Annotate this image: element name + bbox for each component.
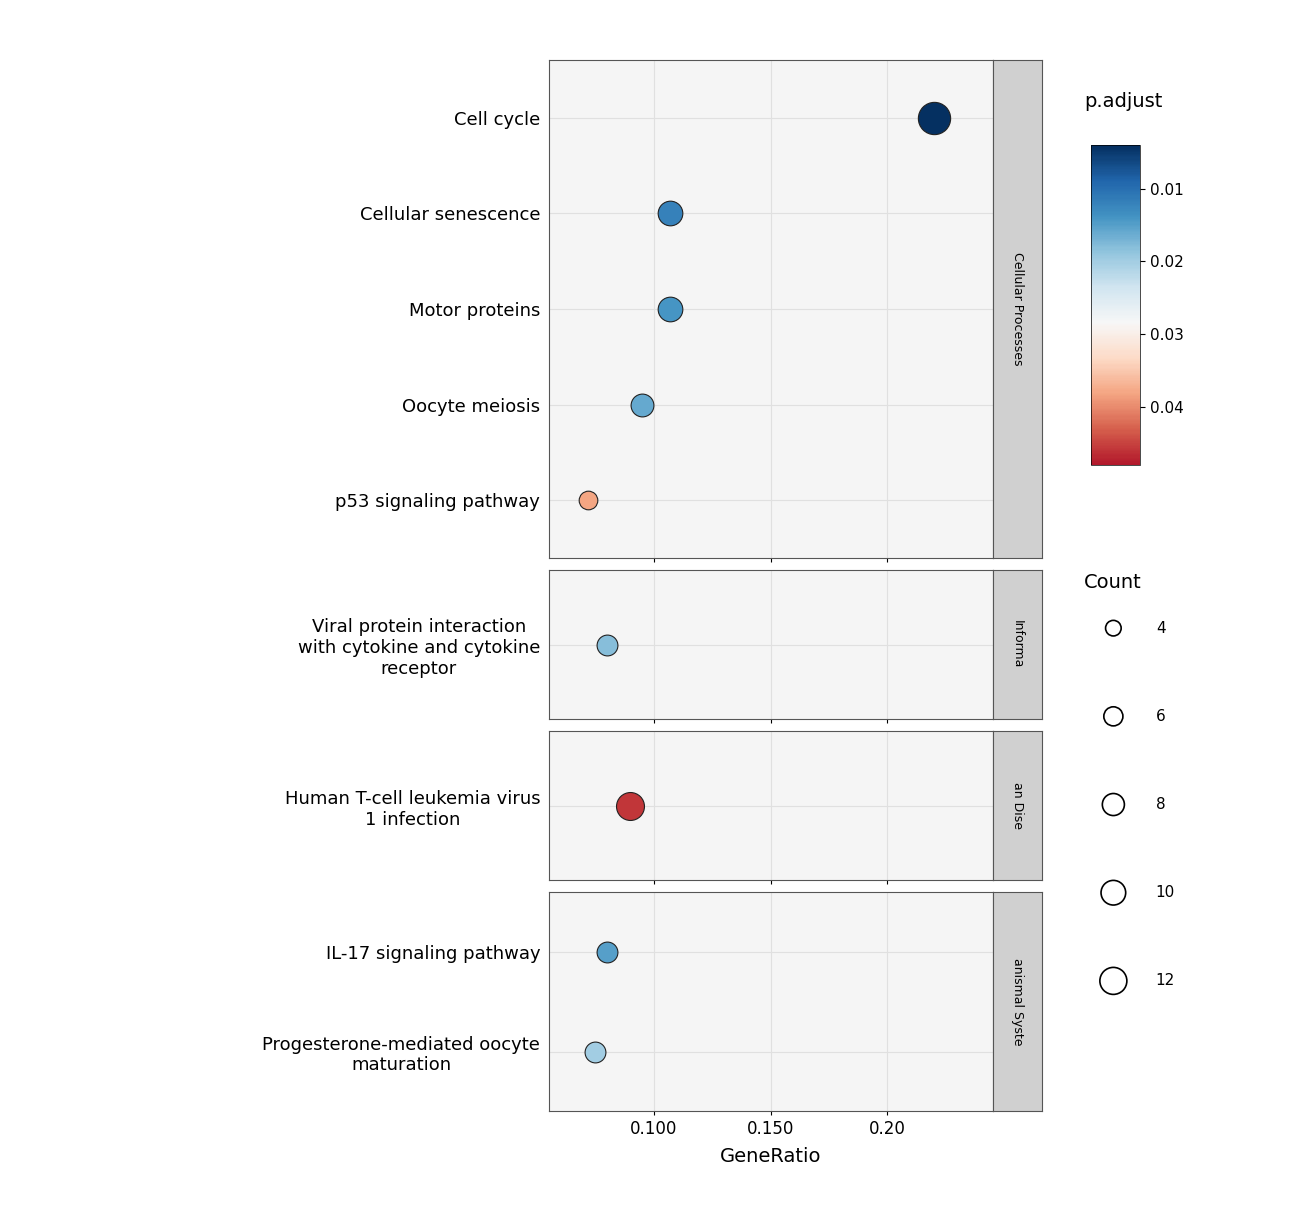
- Point: [660, 300, 680, 319]
- Point: [597, 942, 618, 962]
- Point: [1102, 795, 1123, 814]
- X-axis label: GeneRatio: GeneRatio: [720, 1146, 821, 1166]
- Text: 4: 4: [1156, 621, 1165, 635]
- Text: anismal Syste: anismal Syste: [1011, 958, 1024, 1046]
- Text: 6: 6: [1156, 709, 1165, 724]
- Text: 10: 10: [1156, 885, 1175, 900]
- Text: Count: Count: [1084, 573, 1141, 592]
- Point: [620, 796, 641, 815]
- Point: [1102, 883, 1123, 902]
- Point: [1102, 618, 1123, 638]
- Point: [1102, 707, 1123, 726]
- Text: Informa: Informa: [1011, 621, 1024, 669]
- Point: [585, 1043, 606, 1062]
- Text: an Dise: an Dise: [1011, 783, 1024, 830]
- Text: 12: 12: [1156, 974, 1175, 988]
- Point: [597, 635, 618, 655]
- Point: [1102, 971, 1123, 991]
- Point: [632, 395, 653, 414]
- Text: p.adjust: p.adjust: [1084, 92, 1162, 111]
- Text: 8: 8: [1156, 797, 1165, 812]
- Point: [660, 204, 680, 223]
- Point: [923, 109, 944, 128]
- Text: Cellular Processes: Cellular Processes: [1011, 252, 1024, 366]
- Point: [577, 490, 598, 510]
